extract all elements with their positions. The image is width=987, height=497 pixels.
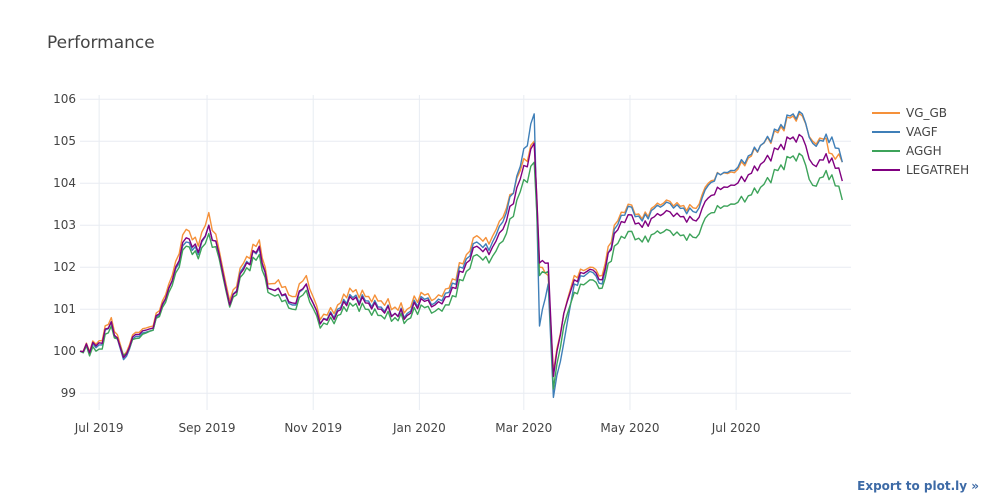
chart-title: Performance	[47, 33, 155, 53]
series-line-legatreh	[79, 133, 843, 378]
y-tick-label: 103	[53, 218, 76, 232]
legend[interactable]: VG_GB VAGF AGGH LEGATREH	[872, 106, 969, 177]
legend-label: VAGF	[906, 125, 938, 139]
x-tick-label: Jul 2020	[711, 421, 761, 435]
legend-label: AGGH	[906, 144, 942, 158]
legend-item-vagf[interactable]: VAGF	[872, 125, 938, 139]
x-tick-label: Mar 2020	[495, 421, 552, 435]
y-tick-label: 102	[53, 260, 76, 274]
series-line-aggh	[79, 152, 843, 390]
series-line-vg_gb	[79, 112, 843, 373]
legend-label: LEGATREH	[906, 163, 969, 177]
x-tick-label: Jan 2020	[392, 421, 446, 435]
x-axis: Jul 2019 Sep 2019 Nov 2019 Jan 2020 Mar 2020…	[74, 421, 761, 435]
series-lines	[79, 110, 843, 399]
legend-item-legatreh[interactable]: LEGATREH	[872, 163, 969, 177]
legend-item-aggh[interactable]: AGGH	[872, 144, 942, 158]
legend-label: VG_GB	[906, 106, 947, 120]
x-tick-label: Sep 2019	[179, 421, 236, 435]
y-axis: 99 100 101 102 103 104 105 106	[53, 92, 76, 400]
legend-item-vg_gb[interactable]: VG_GB	[872, 106, 947, 120]
y-tick-label: 100	[53, 344, 76, 358]
y-tick-label: 105	[53, 134, 76, 148]
y-tick-label: 101	[53, 302, 76, 316]
x-tick-label: Jul 2019	[74, 421, 124, 435]
y-tick-label: 106	[53, 92, 76, 106]
y-tick-label: 99	[61, 386, 76, 400]
export-to-plotly-link[interactable]: Export to plot.ly »	[857, 479, 979, 493]
x-tick-label: Nov 2019	[284, 421, 342, 435]
x-tick-label: May 2020	[600, 421, 659, 435]
y-tick-label: 104	[53, 176, 76, 190]
series-line-vagf	[79, 110, 843, 399]
